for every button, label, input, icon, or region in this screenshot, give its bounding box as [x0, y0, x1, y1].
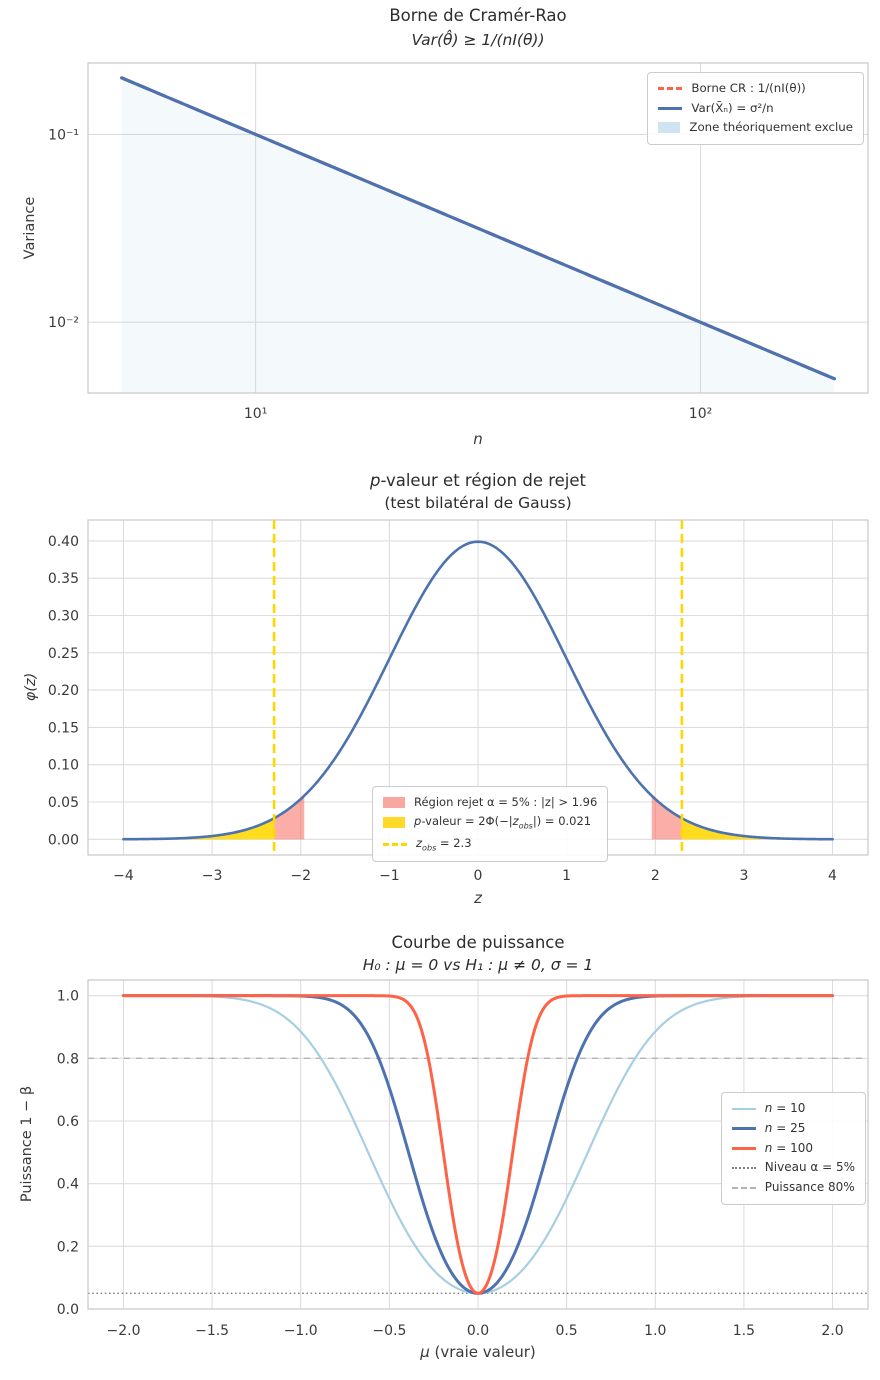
legend-label: zobs = 2.3 — [416, 835, 472, 853]
chart1-legend: Borne CR : 1/(nI(θ)) Var(X̄ₙ) = σ²/n Zon… — [647, 72, 864, 145]
x-tick-label: −1 — [379, 868, 400, 884]
x-tick-label: −4 — [113, 868, 134, 884]
dotted-line-swatch — [731, 1167, 756, 1170]
y-tick-label: 0.10 — [48, 758, 79, 774]
series-line — [122, 540, 834, 841]
chart3-legend: n = 10 n = 25 n = 100 Niveau α = 5% Puis… — [720, 1092, 866, 1205]
patch-swatch — [658, 122, 681, 134]
x-tick-label: 0.5 — [555, 1323, 577, 1339]
y-tick-label: 0.8 — [57, 1051, 79, 1067]
y-tick-label: 0.20 — [48, 683, 79, 699]
chart2-ylabel: φ(z) — [23, 672, 39, 702]
legend-label: Var(X̄ₙ) = σ²/n — [691, 100, 774, 115]
x-tick-label: −3 — [202, 868, 223, 884]
chart3-subtitle: H₀ : μ = 0 vs H₁ : μ ≠ 0, σ = 1 — [362, 956, 594, 974]
x-tick-label: 10¹ — [244, 406, 267, 422]
cramer-rao-chart-canvas: 10¹ 10² 10⁻¹ 10⁻² — [48, 62, 869, 422]
y-tick-label: 1.0 — [57, 989, 79, 1005]
chart1-ylabel: Variance — [22, 196, 38, 260]
series-line — [120, 76, 836, 381]
legend-item: zobs = 2.3 — [383, 834, 597, 856]
y-tick-label: 0.2 — [57, 1239, 79, 1255]
plot-border — [87, 979, 869, 1310]
dashed-line-swatch — [383, 843, 407, 847]
x-tick-label: −2.0 — [107, 1323, 141, 1339]
y-tick-label: 0.0 — [57, 1302, 79, 1318]
legend-label: p-valeur = 2Φ(−|zobs|) = 0.021 — [414, 814, 592, 831]
legend-item: n = 10 — [731, 1099, 855, 1119]
legend-label: Borne CR : 1/(nI(θ)) — [691, 81, 806, 95]
y-tick-label: 10⁻² — [48, 315, 79, 331]
chart1-title: Borne de Cramér-Rao — [389, 6, 567, 25]
plot-border — [87, 62, 869, 394]
chart2-xlabel: z — [474, 889, 482, 907]
legend-label: n = 100 — [764, 1140, 813, 1155]
legend-label: n = 25 — [764, 1120, 806, 1135]
legend-item: Région rejet α = 5% : |z| > 1.96 — [383, 793, 597, 812]
y-tick-label: 10⁻¹ — [48, 127, 79, 143]
x-tick-label: 1 — [562, 868, 571, 884]
line-swatch — [731, 1107, 756, 1110]
legend-label: Niveau α = 5% — [764, 1160, 855, 1175]
chart2-legend: Région rejet α = 5% : |z| > 1.96 p-valeu… — [372, 786, 609, 863]
chart3-xlabel: μ (vraie valeur) — [420, 1343, 536, 1361]
legend-item: n = 25 — [731, 1119, 855, 1139]
y-tick-label: 0.35 — [48, 571, 79, 587]
x-tick-label: −1.0 — [284, 1323, 318, 1339]
y-tick-label: 0.25 — [48, 646, 79, 662]
y-tick-label: 0.05 — [48, 795, 79, 811]
line-swatch — [731, 1127, 756, 1131]
dashed-line-swatch — [658, 87, 683, 91]
fill-region — [121, 77, 835, 394]
series-line — [121, 994, 835, 1295]
x-tick-label: −1.5 — [195, 1323, 229, 1339]
x-tick-label: 2.0 — [821, 1323, 843, 1339]
x-tick-label: 0 — [474, 868, 483, 884]
x-tick-label: 1.5 — [733, 1323, 755, 1339]
line-swatch — [658, 106, 683, 110]
x-tick-label: −2 — [290, 868, 311, 884]
x-tick-label: −0.5 — [372, 1323, 406, 1339]
chart3-title: Courbe de puissance — [391, 933, 565, 952]
legend-item: Borne CR : 1/(nI(θ)) — [658, 79, 853, 99]
legend-label: Puissance 80% — [764, 1180, 855, 1195]
legend-label: n = 10 — [764, 1101, 806, 1115]
y-tick-label: 0.15 — [48, 720, 79, 736]
y-tick-label: 0.6 — [57, 1114, 79, 1130]
x-tick-label: 2 — [651, 868, 660, 884]
fill-region — [274, 795, 305, 840]
x-tick-label: 3 — [739, 868, 748, 884]
fill-region — [123, 818, 275, 840]
legend-item: p-valeur = 2Φ(−|zobs|) = 0.021 — [383, 812, 597, 834]
legend-label: Région rejet α = 5% : |z| > 1.96 — [414, 795, 598, 809]
p-value-chart-canvas: −4 −3 −2 −1 0 1 2 3 4 0.00 0.05 0.10 0.15 0.20 0.25 0.3… — [48, 519, 869, 884]
fill-region — [651, 795, 682, 840]
line-swatch — [731, 1146, 756, 1150]
chart2-subtitle: (test bilatéral de Gauss) — [384, 494, 572, 512]
y-tick-label: 0.30 — [48, 609, 79, 625]
chart1-subtitle: Var(θ̂) ≥ 1/(nI(θ)) — [411, 31, 545, 49]
legend-item: Zone théoriquement exclue — [658, 118, 853, 138]
x-tick-label: 4 — [828, 868, 837, 884]
legend-label: Zone théoriquement exclue — [689, 120, 853, 135]
x-tick-label: 10² — [689, 406, 712, 422]
fill-region — [681, 818, 833, 840]
legend-item: Niveau α = 5% — [731, 1158, 855, 1178]
x-tick-label: 1.0 — [644, 1323, 666, 1339]
x-tick-label: 0.0 — [467, 1323, 489, 1339]
patch-swatch — [383, 817, 405, 829]
legend-item: n = 100 — [731, 1139, 855, 1159]
patch-swatch — [383, 797, 405, 809]
dashed-line-swatch — [731, 1187, 756, 1190]
y-tick-label: 0.4 — [57, 1177, 79, 1193]
chart1-xlabel: n — [473, 430, 483, 448]
y-tick-label: 0.40 — [48, 534, 79, 550]
legend-item: Puissance 80% — [731, 1178, 855, 1198]
chart3-ylabel: Puissance 1 − β — [19, 1085, 35, 1203]
y-tick-label: 0.00 — [48, 832, 79, 848]
legend-item: Var(X̄ₙ) = σ²/n — [658, 99, 853, 119]
chart2-title: p-valeur et région de rejet — [369, 471, 587, 490]
